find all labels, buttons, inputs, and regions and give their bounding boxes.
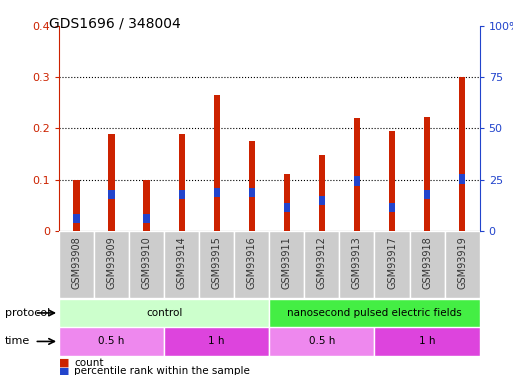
Text: 1 h: 1 h bbox=[419, 336, 436, 346]
Bar bbox=[319, 155, 325, 231]
Bar bbox=[284, 202, 290, 212]
Bar bbox=[179, 134, 185, 231]
Text: GSM93915: GSM93915 bbox=[212, 236, 222, 289]
Text: GSM93908: GSM93908 bbox=[71, 236, 82, 289]
Bar bbox=[354, 118, 360, 231]
Bar bbox=[269, 299, 480, 327]
Text: control: control bbox=[146, 308, 182, 318]
Bar bbox=[374, 231, 409, 298]
Text: GSM93917: GSM93917 bbox=[387, 236, 397, 289]
Bar bbox=[144, 180, 150, 231]
Bar bbox=[213, 95, 220, 231]
Bar bbox=[59, 327, 164, 356]
Bar bbox=[164, 231, 199, 298]
Bar bbox=[108, 190, 115, 199]
Text: count: count bbox=[74, 358, 104, 368]
Bar bbox=[409, 231, 445, 298]
Text: GDS1696 / 348004: GDS1696 / 348004 bbox=[49, 17, 181, 31]
Bar bbox=[144, 214, 150, 223]
Bar bbox=[164, 327, 269, 356]
Text: GSM93914: GSM93914 bbox=[176, 236, 187, 289]
Bar bbox=[424, 117, 430, 231]
Bar bbox=[234, 231, 269, 298]
Text: 1 h: 1 h bbox=[208, 336, 225, 346]
Text: percentile rank within the sample: percentile rank within the sample bbox=[74, 366, 250, 375]
Bar bbox=[389, 202, 395, 212]
Bar bbox=[59, 231, 94, 298]
Text: 0.5 h: 0.5 h bbox=[309, 336, 335, 346]
Text: GSM93913: GSM93913 bbox=[352, 236, 362, 289]
Bar bbox=[73, 180, 80, 231]
Bar bbox=[374, 327, 480, 356]
Bar bbox=[73, 214, 80, 223]
Text: protocol: protocol bbox=[5, 308, 50, 318]
Text: time: time bbox=[5, 336, 30, 346]
Text: ■: ■ bbox=[59, 358, 69, 368]
Bar bbox=[108, 134, 115, 231]
Bar bbox=[269, 327, 374, 356]
Bar bbox=[354, 177, 360, 186]
Bar bbox=[59, 299, 269, 327]
Bar bbox=[179, 190, 185, 199]
Text: GSM93918: GSM93918 bbox=[422, 236, 432, 289]
Text: GSM93916: GSM93916 bbox=[247, 236, 257, 289]
Bar bbox=[269, 231, 304, 298]
Bar bbox=[424, 190, 430, 199]
Bar bbox=[459, 174, 465, 184]
Bar bbox=[249, 141, 255, 231]
Bar bbox=[213, 188, 220, 197]
Text: nanosecond pulsed electric fields: nanosecond pulsed electric fields bbox=[287, 308, 462, 318]
Text: GSM93910: GSM93910 bbox=[142, 236, 152, 289]
Bar bbox=[284, 174, 290, 231]
Bar bbox=[445, 231, 480, 298]
Bar bbox=[340, 231, 374, 298]
Bar bbox=[389, 131, 395, 231]
Bar bbox=[199, 231, 234, 298]
Bar bbox=[94, 231, 129, 298]
Text: GSM93919: GSM93919 bbox=[457, 236, 467, 289]
Text: GSM93911: GSM93911 bbox=[282, 236, 292, 289]
Text: GSM93909: GSM93909 bbox=[107, 236, 116, 289]
Text: ■: ■ bbox=[59, 366, 69, 375]
Bar bbox=[304, 231, 340, 298]
Bar bbox=[129, 231, 164, 298]
Bar bbox=[319, 196, 325, 205]
Bar bbox=[249, 188, 255, 197]
Text: 0.5 h: 0.5 h bbox=[98, 336, 125, 346]
Text: GSM93912: GSM93912 bbox=[317, 236, 327, 289]
Bar bbox=[459, 77, 465, 231]
